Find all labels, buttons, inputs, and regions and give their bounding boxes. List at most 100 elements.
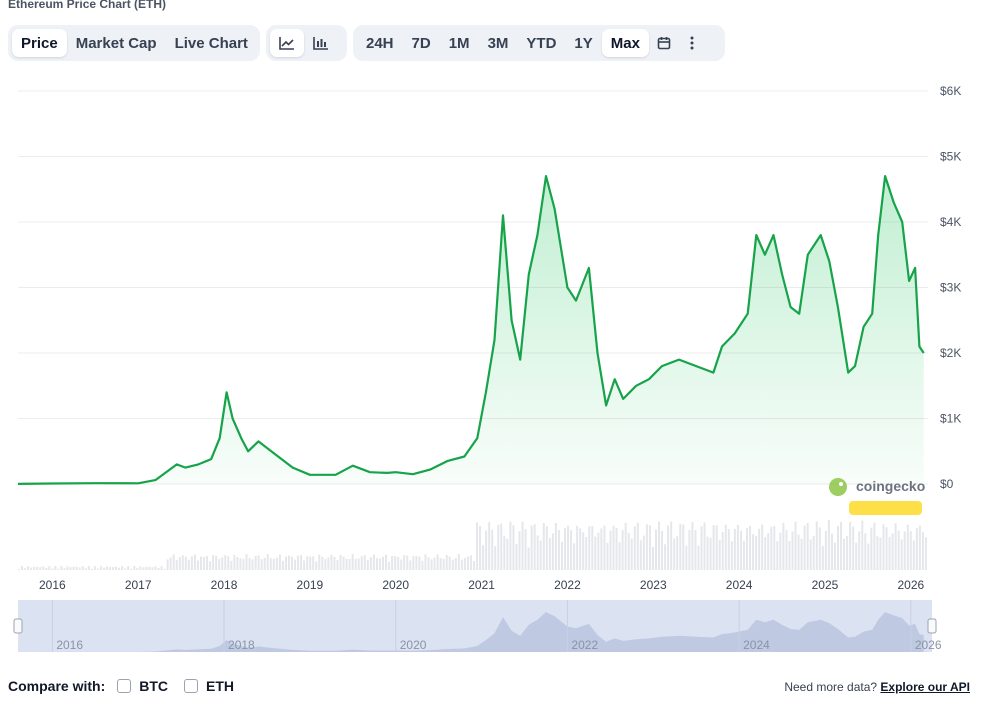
volume-bar [688,530,691,570]
volume-bar [345,558,348,570]
volume-bar [215,555,218,570]
volume-bar [451,559,454,570]
x-tick-label: 2017 [125,578,152,592]
volume-bar [430,559,433,570]
compare-eth[interactable]: ETH [184,678,234,694]
range-ytd[interactable]: YTD [526,34,557,52]
view-tabs: Price Market Cap Live Chart [8,25,260,61]
navigator-right-handle[interactable] [927,618,937,634]
volume-bar [709,537,712,570]
volume-bar [260,559,263,570]
volume-bar [855,542,858,570]
page-title: Ethereum Price Chart (ETH) [8,0,167,11]
volume-bar [912,540,915,570]
grid-lines [18,90,928,485]
range-24h[interactable]: 24H [366,34,394,52]
volume-bar [391,555,394,570]
volume-bar [557,529,560,570]
volume-bar [512,525,515,570]
volume-bar [909,531,912,570]
chart-type-tabs [266,25,347,61]
volume-bar [755,535,758,570]
tab-live-chart[interactable]: Live Chart [174,34,248,52]
volume-bar [30,567,33,570]
navigator-left-handle[interactable] [13,618,23,634]
volume-bar [576,525,579,570]
volume-bar [682,524,685,570]
line-chart-icon[interactable] [270,29,304,57]
volume-bar [81,566,84,570]
volume-bar [42,566,45,570]
volume-bar [524,529,527,570]
volume-bar [870,527,873,570]
volume-bar [418,556,421,570]
volume-bar [721,532,724,570]
range-1y[interactable]: 1Y [574,34,593,52]
volume-bar [691,522,694,570]
volume-bar [606,542,609,570]
more-vertical-icon[interactable] [679,29,705,57]
price-chart[interactable]: $0$1K$2K$3K$4K$5K$6K coingecko 2016 2017 2… [0,70,1001,660]
volume-bar [527,547,530,570]
volume-bar [739,530,742,570]
candlestick-chart-icon[interactable] [304,29,338,57]
volume-bar [843,538,846,570]
volume-bar [539,540,542,570]
volume-bar [57,568,60,570]
volume-bar [39,567,42,570]
volume-bar [187,559,190,570]
volume-bar [560,541,563,570]
volume-bar [72,566,75,570]
volume-bar [251,559,254,570]
volume-bar [703,522,706,570]
volume-bar [736,524,739,570]
volume-bar [466,556,469,570]
volume-bar [506,538,509,570]
volume-bar [327,557,330,570]
navigator-tick-label: 2022 [571,638,598,652]
volume-bar [603,525,606,570]
volume-bar [803,525,806,570]
volume-bar [48,566,51,570]
volume-bar [297,555,300,570]
range-7d[interactable]: 7D [411,34,431,52]
volume-bar [27,566,30,570]
range-1m[interactable]: 1M [448,34,470,52]
compare-btc[interactable]: BTC [117,678,168,694]
range-max[interactable]: Max [601,29,649,57]
x-tick-label: 2023 [640,578,667,592]
volume-bar [894,523,897,570]
eth-checkbox[interactable] [184,679,199,693]
volume-bar [178,557,181,570]
volume-bar [136,568,139,570]
volume-bar [382,556,384,570]
volume-bar [291,556,293,570]
btc-checkbox[interactable] [117,679,132,693]
range-navigator[interactable]: 2016 2018 2020 2022 2024 2026 [13,600,942,652]
volume-bar [239,558,242,570]
volume-bar [351,554,354,570]
y-tick-label: $3K [940,281,961,295]
volume-bar [903,531,906,570]
range-3m[interactable]: 3M [487,34,509,52]
tab-market-cap[interactable]: Market Cap [75,34,157,52]
navigator-tick-label: 2020 [400,638,427,652]
volume-bar [824,530,827,570]
explore-api-link[interactable]: Explore our API [880,680,970,694]
volume-bar [585,536,588,570]
tab-price[interactable]: Price [12,29,67,57]
volume-bar [636,522,639,570]
calendar-icon[interactable] [649,29,679,57]
y-tick-label: $0 [940,477,954,491]
coingecko-wordmark: coingecko [856,478,925,494]
volume-bar [69,567,72,570]
volume-bar [730,541,733,570]
volume-bar [63,567,66,570]
volume-bar [372,554,375,570]
range-tabs: 24H 7D 1M 3M YTD 1Y Max [353,25,725,61]
volume-bar [661,530,664,570]
volume-bar [306,556,309,570]
volume-bar [651,547,654,570]
volume-bar [830,533,833,570]
volume-bar [624,522,627,570]
